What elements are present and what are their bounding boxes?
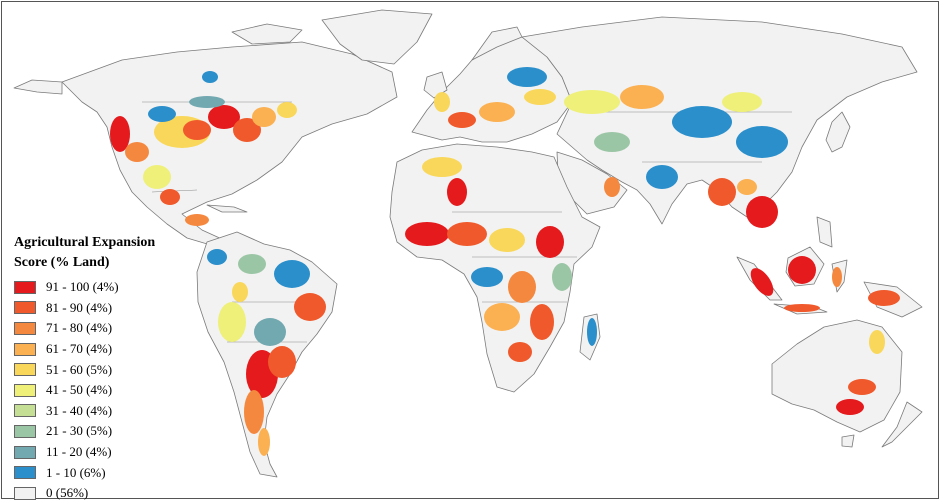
legend-label: 1 - 10 (6%) [46,464,106,480]
legend-item: 61 - 70 (4%) [14,339,184,360]
legend-item: 91 - 100 (4%) [14,277,184,298]
legend-swatch [14,466,36,480]
legend-item: 71 - 80 (4%) [14,318,184,339]
legend-item: 1 - 10 (6%) [14,462,184,483]
map-legend: Agricultural Expansion Score (% Land) 91… [14,233,184,504]
legend-item: 81 - 90 (4%) [14,298,184,319]
legend-label: 81 - 90 (4%) [46,299,113,315]
legend-swatch [14,404,36,418]
alaska [13,79,63,95]
legend-label: 61 - 70 (4%) [46,341,113,357]
legend-swatch [14,280,36,294]
legend-swatch [14,321,36,335]
legend-item: 11 - 20 (4%) [14,442,184,463]
legend-item: 21 - 30 (5%) [14,421,184,442]
legend-item: 0 (56%) [14,483,184,504]
legend-swatch [14,424,36,438]
new-zealand [881,401,923,448]
arctic-islands [231,23,303,45]
legend-items: 91 - 100 (4%) 81 - 90 (4%) 71 - 80 (4%) 61 … [14,277,184,504]
legend-swatch [14,383,36,397]
legend-swatch [14,445,36,459]
north-america [61,41,398,247]
legend-label: 21 - 30 (5%) [46,423,113,439]
legend-title: Agricultural Expansion Score (% Land) [14,233,184,273]
legend-item: 31 - 40 (4%) [14,401,184,422]
legend-label: 71 - 80 (4%) [46,320,113,336]
legend-swatch [14,342,36,356]
legend-label: 0 (56%) [46,485,89,501]
legend-label: 11 - 20 (4%) [46,444,112,460]
expansion-score-layer [110,67,900,456]
legend-swatch [14,301,36,315]
japan [825,111,851,153]
legend-title-line-2: Score (% Land) [14,255,110,270]
legend-item: 41 - 50 (4%) [14,380,184,401]
greenland [321,9,433,65]
australia [771,319,903,433]
legend-swatch [14,486,36,500]
philippines [816,216,833,248]
legend-label: 41 - 50 (4%) [46,382,113,398]
legend-item: 51 - 60 (5%) [14,359,184,380]
legend-label: 31 - 40 (4%) [46,402,113,418]
cuba [206,204,248,213]
scandinavia [471,26,523,61]
world-map [13,9,923,478]
legend-label: 51 - 60 (5%) [46,361,113,377]
legend-label: 91 - 100 (4%) [46,279,119,295]
legend-title-line-1: Agricultural Expansion [14,235,156,250]
tasmania [841,434,855,448]
legend-swatch [14,363,36,377]
